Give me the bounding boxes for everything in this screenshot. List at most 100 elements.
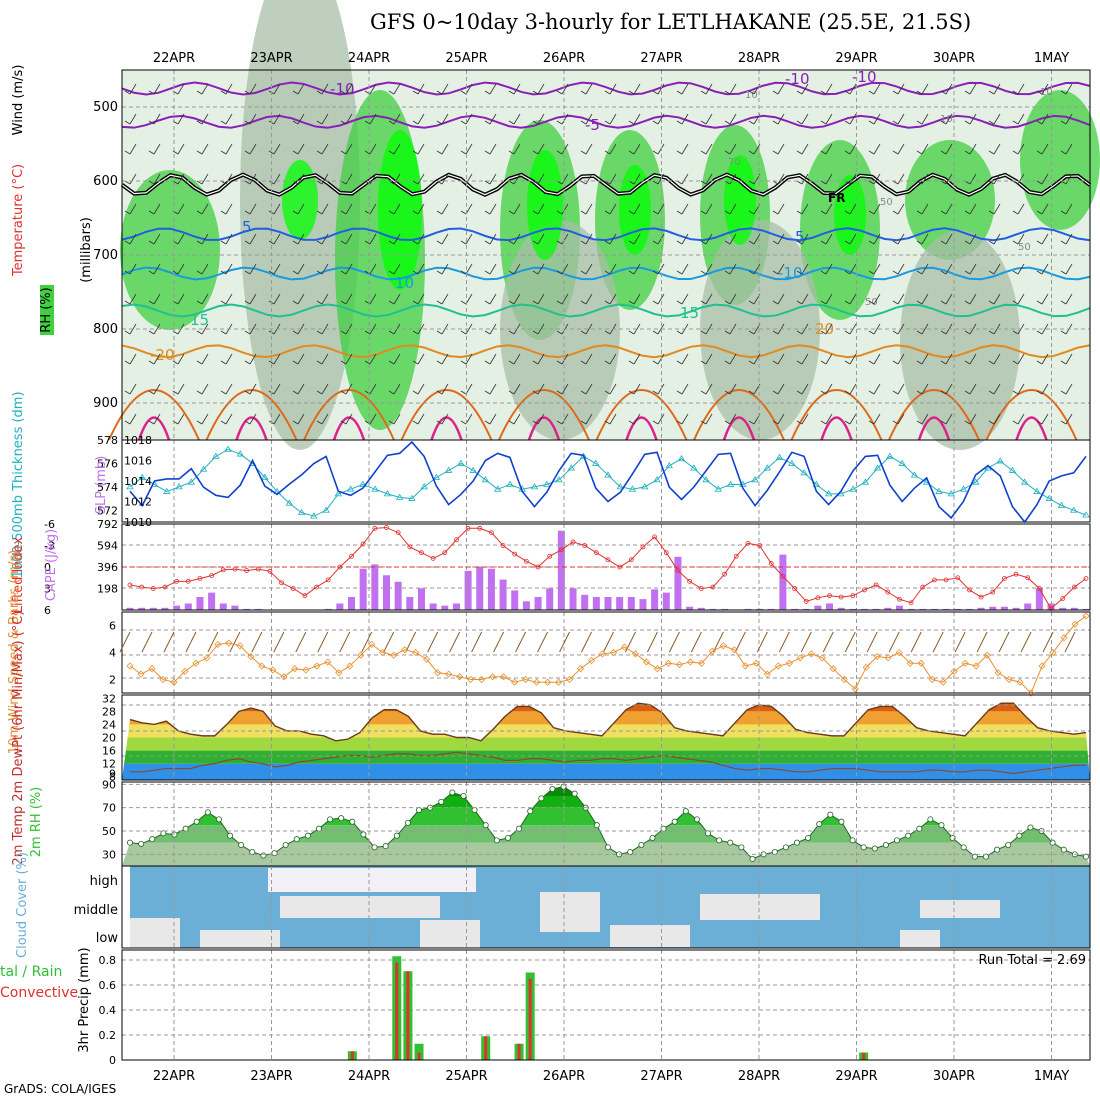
wind-barb: [897, 143, 905, 155]
wind-barb: [633, 413, 641, 425]
wind-barb: [1041, 323, 1049, 335]
wind-barb: [676, 420, 683, 425]
wind-barb: [297, 173, 305, 185]
cape-bar: [604, 596, 612, 610]
wind-barb: [705, 113, 713, 125]
thickness-marker: [726, 480, 735, 487]
wind-barb: [1036, 420, 1043, 425]
wind-barb: [633, 383, 641, 395]
cape-bar: [371, 564, 379, 610]
cape-bar: [161, 607, 169, 610]
wind-speed-marker: [225, 639, 233, 647]
wind-barb: [724, 390, 731, 395]
wind-barb: [609, 113, 617, 125]
wind-speed-marker: [1027, 689, 1035, 697]
wind-barb: [849, 233, 857, 245]
cape-bar: [1024, 603, 1032, 610]
wind-barb: [251, 631, 263, 653]
lifted-index-marker: [885, 589, 891, 595]
rh-2m-marker: [293, 836, 300, 843]
wind-barb: [537, 323, 545, 335]
wind-barb: [345, 293, 353, 305]
lifted-index-marker: [640, 544, 646, 550]
wind-speed-marker: [1005, 675, 1013, 684]
wind-barb: [225, 173, 233, 185]
rh-2m-marker: [894, 837, 901, 844]
wind-barb: [724, 420, 731, 425]
wind-barb: [988, 150, 995, 155]
wind-barb: [849, 413, 857, 425]
wind-barb: [849, 143, 857, 155]
wind-barb: [868, 90, 875, 95]
cape-bar: [348, 596, 356, 610]
wind-speed-marker: [1016, 678, 1024, 686]
legend-convective: Convective: [0, 985, 78, 1001]
wind-barb: [388, 330, 395, 335]
thickness-marker: [506, 480, 514, 487]
thickness-marker: [383, 490, 392, 497]
wind-barb: [124, 300, 131, 305]
wind-barb: [724, 90, 731, 95]
wind-barb: [124, 210, 131, 215]
wind-barb: [705, 263, 713, 275]
rh-2m-marker: [860, 844, 867, 851]
wind-barb: [484, 240, 491, 245]
wind-speed-marker: [807, 650, 815, 658]
wind-barb: [489, 233, 497, 245]
wind-barb: [705, 383, 713, 395]
wind-barb: [1041, 263, 1049, 275]
wind-barb: [172, 390, 179, 395]
wind-barb: [729, 413, 737, 425]
wind-barb: [700, 390, 707, 395]
rh-2m-marker: [882, 842, 889, 849]
cape-bar: [429, 603, 437, 610]
wind-barb: [460, 210, 467, 215]
thickness-marker: [261, 473, 269, 480]
lifted-index-marker: [722, 571, 727, 577]
wind-barb: [1012, 90, 1019, 95]
wind-barb: [345, 413, 353, 425]
wind-barb: [369, 203, 377, 215]
wind-barb: [316, 210, 323, 215]
wind-barb: [633, 233, 641, 245]
wind-barb: [369, 143, 377, 155]
wind-barb: [801, 113, 809, 125]
wind-barb: [537, 203, 545, 215]
ylabel-temperature: Temperature (°C): [11, 164, 26, 277]
wind-barb: [316, 420, 323, 425]
thickness-marker: [665, 461, 673, 469]
wind-barb: [513, 263, 521, 275]
wind-barb: [940, 390, 947, 395]
wind-barb: [460, 420, 467, 425]
wind-barb: [1036, 330, 1043, 335]
y-tick-label: 6: [109, 620, 116, 633]
legend-total: tal / Rain: [0, 964, 62, 980]
cape-bar: [1012, 607, 1020, 610]
thickness-marker: [138, 473, 146, 480]
rh-2m-marker: [682, 808, 689, 815]
wind-barb: [1012, 300, 1019, 305]
wind-barb: [388, 120, 395, 125]
wind-barb: [849, 263, 857, 275]
wind-barb: [249, 143, 257, 155]
wind-barb: [652, 270, 659, 275]
wind-barb: [633, 263, 641, 275]
lifted-index-marker: [477, 525, 483, 531]
thickness-marker: [824, 490, 833, 497]
x-tick-label: 26APR: [543, 51, 585, 66]
wind-barb: [604, 210, 611, 215]
wind-barb: [177, 233, 185, 245]
thickness-marker: [175, 483, 183, 490]
cape-bar: [744, 608, 752, 610]
wind-speed-marker: [434, 669, 442, 677]
lifted-index-marker: [1001, 576, 1007, 581]
cape-bar: [441, 605, 449, 610]
wind-barb: [1065, 203, 1073, 215]
wind-barb: [910, 631, 922, 653]
wind-barb: [681, 173, 689, 185]
wind-barb: [465, 263, 473, 275]
cloud-clear-area: [200, 930, 280, 948]
wind-barb: [340, 210, 347, 215]
wind-barb: [628, 390, 635, 395]
wind-barb: [412, 210, 419, 215]
